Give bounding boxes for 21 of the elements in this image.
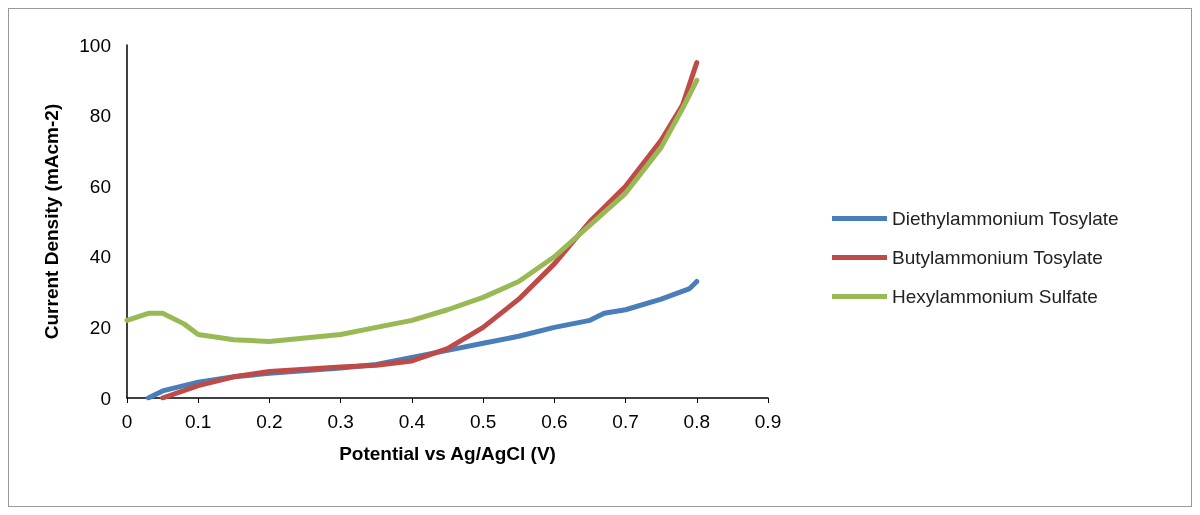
y-axis-title: Current Density (mAcm-2) [41,103,62,340]
x-tick-label: 0.7 [612,411,639,432]
x-axis-title: Potential vs Ag/AgCl (V) [339,443,556,464]
legend-label: Diethylammonium Tosylate [892,208,1119,229]
x-tick-label: 0.5 [469,411,497,432]
x-tick-label: 0 [121,411,133,432]
x-tick-label: 0.4 [398,411,426,432]
legend-label: Hexylammonium Sulfate [892,286,1098,307]
x-tick-label: 0.9 [754,411,782,432]
y-tick-label: 0 [100,387,111,409]
x-tick-label: 0.1 [185,411,212,432]
x-tick-label: 0.8 [683,411,710,432]
x-tick-label: 0.6 [541,411,568,432]
x-tick-label: 0.3 [327,411,354,432]
legend-label: Butylammonium Tosylate [892,247,1103,268]
y-tick-label: 20 [89,316,111,338]
y-tick-label: 100 [79,34,111,56]
x-tick-label: 0.2 [256,411,283,432]
y-tick-label: 60 [89,175,111,197]
y-tick-label: 40 [89,246,111,268]
y-tick-label: 80 [89,105,111,127]
